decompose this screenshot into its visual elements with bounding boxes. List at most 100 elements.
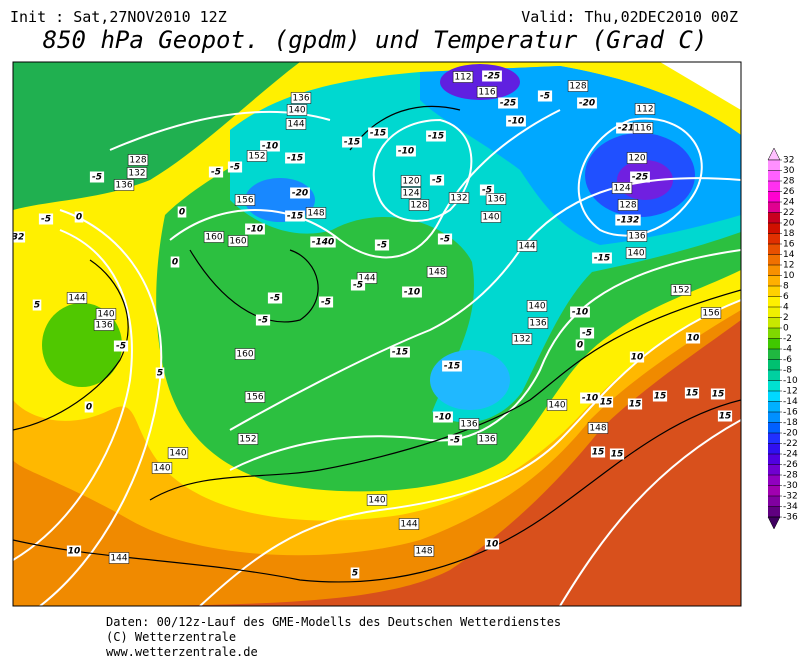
contour-label: -15 <box>287 212 303 222</box>
label-box <box>113 179 135 191</box>
label-box <box>625 247 647 259</box>
cold-area <box>430 350 510 410</box>
contour-label: -5 <box>582 329 592 339</box>
colorbar-label: 14 <box>783 250 795 260</box>
colorbar-label: -8 <box>783 366 792 376</box>
label-box <box>437 233 453 245</box>
contour-label: 140 <box>288 106 305 116</box>
contour-label: 5 <box>352 569 358 579</box>
label-box <box>38 213 54 225</box>
contour-label: -10 <box>247 225 263 235</box>
colorbar-swatch <box>768 506 780 517</box>
colorbar-swatch <box>768 202 780 213</box>
contour-label: 132 <box>128 169 145 179</box>
colorbar-swatch <box>768 338 780 349</box>
label-box <box>448 192 470 204</box>
label-box <box>350 567 360 579</box>
colorbar-swatch <box>768 212 780 223</box>
label-box <box>127 154 149 166</box>
label-box <box>305 207 327 219</box>
label-box <box>356 272 378 284</box>
footer-line: (C) Wetterzentrale <box>106 630 236 644</box>
label-box <box>537 90 553 102</box>
contour-label: 0 <box>577 341 583 351</box>
label-box <box>237 433 259 445</box>
label-box <box>590 446 606 458</box>
label-box <box>342 136 362 148</box>
contour-label: 140 <box>528 302 545 312</box>
label-box <box>632 122 654 134</box>
label-box <box>700 307 722 319</box>
contour-label: 136 <box>487 195 504 205</box>
colorbar-swatch <box>768 412 780 423</box>
label-box <box>285 152 305 164</box>
colorbar-arrow <box>767 516 781 530</box>
contour-label: 132 <box>450 194 467 204</box>
colorbar-label: -6 <box>783 355 792 365</box>
label-box <box>426 266 448 278</box>
label-box <box>285 210 305 222</box>
contour-label: 128 <box>619 201 636 211</box>
label-box <box>244 391 266 403</box>
contour-label: 15 <box>600 398 613 408</box>
contour-label: 10 <box>631 353 644 363</box>
contour-label: -5 <box>482 186 492 196</box>
contour-label: 0 <box>179 208 185 218</box>
label-box <box>684 387 700 399</box>
contour-label: 120 <box>402 177 419 187</box>
contour-label: 136 <box>478 435 495 445</box>
label-box <box>577 97 597 109</box>
label-box <box>208 166 224 178</box>
outside-domain <box>660 62 741 110</box>
label-box <box>286 104 308 116</box>
label-box <box>580 392 600 404</box>
label-box <box>203 231 225 243</box>
contour-label: 10 <box>486 540 499 550</box>
label-box <box>587 422 609 434</box>
contour-label: -5 <box>450 436 460 446</box>
contour-label: 120 <box>628 154 645 164</box>
label-box <box>245 223 265 235</box>
label-box <box>285 118 307 130</box>
contour-label: -5 <box>353 281 363 291</box>
label-box <box>368 127 388 139</box>
label-box <box>398 518 420 530</box>
label-box <box>506 115 526 127</box>
contour-label: -10 <box>508 117 524 127</box>
contour-label: 144 <box>287 120 304 130</box>
colorbar-swatch <box>768 380 780 391</box>
colorbar-swatch <box>768 422 780 433</box>
contour-label: 10 <box>68 547 81 557</box>
colorbar-label: 26 <box>783 187 795 197</box>
map-frame <box>12 61 742 607</box>
contour-label: -10 <box>404 288 420 298</box>
colorbar-label: -26 <box>783 460 798 470</box>
contour-label: 124 <box>402 189 419 199</box>
label-box <box>480 211 502 223</box>
colorbar-label: 10 <box>783 271 795 281</box>
contour-label: 15 <box>592 448 605 458</box>
label-box <box>318 296 334 308</box>
colorbar-swatch <box>768 275 780 286</box>
contour-label: -132 <box>617 216 640 226</box>
label-box <box>255 314 271 326</box>
label-box <box>84 401 94 413</box>
contour-label: 144 <box>358 274 375 284</box>
geopotential-contours <box>13 109 741 606</box>
colorbar-swatch <box>768 307 780 318</box>
contour-label: -5 <box>440 235 450 245</box>
colorbar-label: 22 <box>783 208 794 218</box>
label-box <box>630 171 650 183</box>
colorbar-label: 30 <box>783 166 795 176</box>
label-box <box>685 332 701 344</box>
label-box <box>592 252 612 264</box>
label-box <box>400 187 422 199</box>
contour-label: 10 <box>687 334 700 344</box>
valid-time: Valid: Thu,02DEC2010 00Z <box>521 8 738 26</box>
contour-label: 152 <box>239 435 256 445</box>
colorbar-label: 2 <box>783 313 789 323</box>
contour-label: -10 <box>572 308 588 318</box>
label-box <box>267 292 283 304</box>
label-box <box>66 292 88 304</box>
